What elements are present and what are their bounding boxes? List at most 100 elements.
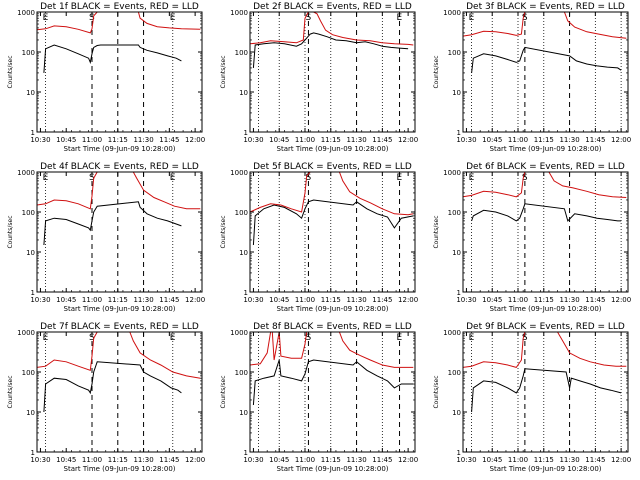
- event-marker-label: S: [89, 13, 95, 23]
- x-tick-label: 11:00: [82, 456, 102, 464]
- x-tick-label: 10:30: [243, 296, 263, 304]
- x-tick-label: 11:30: [346, 296, 366, 304]
- y-tick-label: 10: [239, 409, 248, 417]
- x-tick-label: 11:00: [82, 296, 102, 304]
- y-tick-label: 1000: [443, 169, 461, 177]
- series-events-line: [471, 203, 622, 222]
- event-marker-label: E: [397, 333, 403, 343]
- y-axis-label: Counts/sec: [433, 215, 440, 248]
- x-tick-label: 10:45: [269, 136, 289, 144]
- x-tick-label: 10:45: [56, 456, 76, 464]
- x-tick-label: 11:30: [133, 456, 153, 464]
- event-marker-label: E: [43, 13, 49, 23]
- x-tick-label: 10:45: [56, 136, 76, 144]
- series-lld-line: [249, 11, 414, 46]
- chart-title: Det 4f BLACK = Events, RED = LLD: [40, 162, 199, 172]
- event-marker-label: S: [89, 173, 95, 183]
- y-tick-label: 1000: [443, 329, 461, 337]
- x-tick-label: 10:45: [482, 296, 502, 304]
- x-axis-label: Start Time (09-Jun-09 10:28:00): [64, 305, 176, 313]
- y-tick-label: 10: [452, 249, 461, 257]
- x-tick-label: 11:45: [159, 456, 179, 464]
- x-tick-label: 10:30: [456, 456, 476, 464]
- y-tick-label: 1: [31, 129, 35, 137]
- series-events-line: [252, 359, 414, 406]
- event-marker-label: S: [305, 333, 311, 343]
- x-tick-label: 11:45: [159, 136, 179, 144]
- x-tick-label: 11:45: [372, 456, 392, 464]
- x-tick-label: 11:15: [534, 136, 554, 144]
- series-events-line: [43, 201, 182, 246]
- series-events-line: [43, 361, 182, 413]
- y-axis-label: Counts/sec: [220, 55, 227, 88]
- series-lld-line: [249, 171, 414, 216]
- x-tick-label: 12:00: [398, 136, 418, 144]
- plot-frame: [249, 171, 416, 293]
- x-tick-label: 12:00: [185, 136, 205, 144]
- y-axis-label: Counts/sec: [7, 55, 14, 88]
- chart-title: Det 7f BLACK = Events, RED = LLD: [40, 322, 199, 332]
- y-tick-label: 1000: [443, 9, 461, 17]
- series-lld-line: [36, 331, 201, 379]
- y-tick-label: 10: [239, 249, 248, 257]
- x-tick-label: 10:30: [30, 296, 50, 304]
- plot-frame: [462, 171, 629, 293]
- chart-panel-7: Det 7f BLACK = Events, RED = LLD Counts/s…: [7, 322, 205, 473]
- x-tick-label: 10:45: [269, 456, 289, 464]
- plot-frame: [249, 11, 416, 133]
- x-tick-label: 10:30: [30, 456, 50, 464]
- x-tick-label: 11:00: [295, 456, 315, 464]
- plot-frame: [462, 11, 629, 133]
- x-tick-label: 11:30: [133, 136, 153, 144]
- y-axis-label: Counts/sec: [7, 215, 14, 248]
- plot-frame: [36, 331, 203, 453]
- y-tick-label: 1000: [230, 329, 248, 337]
- event-marker-label: E: [397, 13, 403, 23]
- x-tick-label: 11:30: [559, 296, 579, 304]
- chart-panel-3: Det 3f BLACK = Events, RED = LLD Counts/s…: [433, 2, 631, 153]
- x-tick-label: 10:45: [56, 296, 76, 304]
- x-tick-label: 10:30: [456, 136, 476, 144]
- event-marker-label: E: [469, 333, 475, 343]
- y-tick-label: 1: [244, 129, 248, 137]
- x-axis-label: Start Time (09-Jun-09 10:28:00): [490, 305, 602, 313]
- chart-panel-9: Det 9f BLACK = Events, RED = LLD Counts/s…: [433, 322, 631, 473]
- event-marker-label: S: [89, 333, 95, 343]
- y-tick-label: 100: [448, 49, 461, 57]
- series-lld-line: [462, 11, 627, 39]
- series-events-line: [252, 32, 409, 68]
- y-tick-label: 1000: [17, 9, 35, 17]
- y-tick-label: 1: [244, 289, 248, 297]
- series-lld-line: [462, 171, 627, 198]
- y-tick-label: 1: [457, 449, 461, 457]
- x-tick-label: 11:00: [295, 296, 315, 304]
- x-tick-label: 11:30: [133, 296, 153, 304]
- x-tick-label: 10:45: [482, 456, 502, 464]
- x-tick-label: 11:45: [585, 456, 605, 464]
- event-marker-label: S: [522, 173, 528, 183]
- y-tick-label: 100: [448, 209, 461, 217]
- chart-title: Det 8f BLACK = Events, RED = LLD: [253, 322, 412, 332]
- series-lld-line: [36, 171, 201, 210]
- event-marker-label: E: [397, 173, 403, 183]
- event-marker-label: S: [522, 13, 528, 23]
- y-tick-label: 10: [26, 249, 35, 257]
- x-tick-label: 11:45: [159, 296, 179, 304]
- chart-panel-5: Det 5f BLACK = Events, RED = LLD Counts/s…: [220, 162, 418, 313]
- chart-panel-6: Det 6f BLACK = Events, RED = LLD Counts/s…: [433, 162, 631, 313]
- x-tick-label: 12:00: [398, 296, 418, 304]
- x-tick-label: 10:45: [269, 296, 289, 304]
- x-tick-label: 12:00: [611, 296, 631, 304]
- x-tick-label: 11:30: [559, 456, 579, 464]
- y-axis-label: Counts/sec: [433, 55, 440, 88]
- x-tick-label: 11:00: [82, 136, 102, 144]
- y-tick-label: 1: [31, 289, 35, 297]
- x-tick-label: 10:30: [456, 296, 476, 304]
- x-axis-label: Start Time (09-Jun-09 10:28:00): [64, 465, 176, 473]
- chart-title: Det 9f BLACK = Events, RED = LLD: [466, 322, 625, 332]
- chart-title: Det 3f BLACK = Events, RED = LLD: [466, 2, 625, 12]
- y-tick-label: 100: [235, 209, 248, 217]
- y-tick-label: 1: [31, 449, 35, 457]
- y-tick-label: 10: [452, 89, 461, 97]
- series-events-line: [43, 44, 182, 73]
